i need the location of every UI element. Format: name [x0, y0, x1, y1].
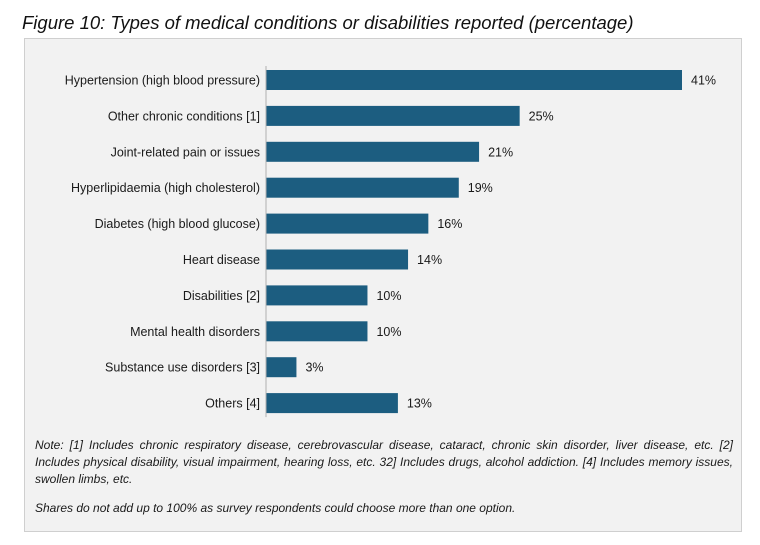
value-label-disabilities-2: 10%	[376, 289, 401, 303]
category-label-heart-disease: Heart disease	[183, 253, 260, 267]
category-label-disabilities-2: Disabilities [2]	[183, 289, 260, 303]
bar-hypertension-high-blood-pressure	[266, 70, 682, 90]
category-label-hypertension-high-blood-pressure: Hypertension (high blood pressure)	[65, 74, 260, 88]
category-label-other-chronic-conditions-1: Other chronic conditions [1]	[108, 109, 260, 123]
chart-panel: Hypertension (high blood pressure) 41% Oth…	[24, 38, 742, 532]
bar-other-chronic-conditions-1	[266, 105, 520, 126]
bar-diabetes-high-blood-glucose	[266, 213, 429, 234]
value-label-hypertension-high-blood-pressure: 41%	[691, 74, 716, 88]
bar-substance-use-disorders-3	[266, 357, 297, 378]
category-label-hyperlipidaemia-high-cholesterol: Hyperlipidaemia (high cholesterol)	[71, 181, 260, 195]
category-label-joint-related-pain-or-issues: Joint-related pain or issues	[111, 145, 260, 159]
value-label-hyperlipidaemia-high-cholesterol: 19%	[468, 181, 493, 195]
bar-disabilities-2	[266, 285, 368, 306]
category-label-diabetes-high-blood-glucose: Diabetes (high blood glucose)	[95, 217, 260, 231]
category-label-mental-health-disorders: Mental health disorders	[130, 325, 260, 339]
bar-others-4	[266, 393, 398, 414]
category-label-others-4: Others [4]	[205, 397, 260, 411]
value-label-others-4: 13%	[407, 397, 432, 411]
bar-hyperlipidaemia-high-cholesterol	[266, 177, 459, 198]
value-label-mental-health-disorders: 10%	[376, 325, 401, 339]
bar-chart: Hypertension (high blood pressure) 41% Oth…	[65, 66, 716, 418]
value-label-substance-use-disorders-3: 3%	[305, 361, 323, 375]
bar-mental-health-disorders	[266, 321, 368, 342]
figure-title: Figure 10: Types of medical conditions o…	[22, 12, 634, 33]
bar-joint-related-pain-or-issues	[266, 141, 480, 162]
bar-heart-disease	[266, 249, 409, 270]
value-label-heart-disease: 14%	[417, 253, 442, 267]
share-note: Shares do not add up to 100% as survey r…	[35, 501, 516, 515]
value-label-other-chronic-conditions-1: 25%	[529, 109, 554, 123]
category-label-substance-use-disorders-3: Substance use disorders [3]	[105, 361, 260, 375]
value-label-joint-related-pain-or-issues: 21%	[488, 145, 513, 159]
value-label-diabetes-high-blood-glucose: 16%	[437, 217, 462, 231]
chart-notes: Note: [1] Includes chronic respiratory d…	[35, 437, 733, 517]
note-text: Note: [1] Includes chronic respiratory d…	[35, 438, 733, 486]
